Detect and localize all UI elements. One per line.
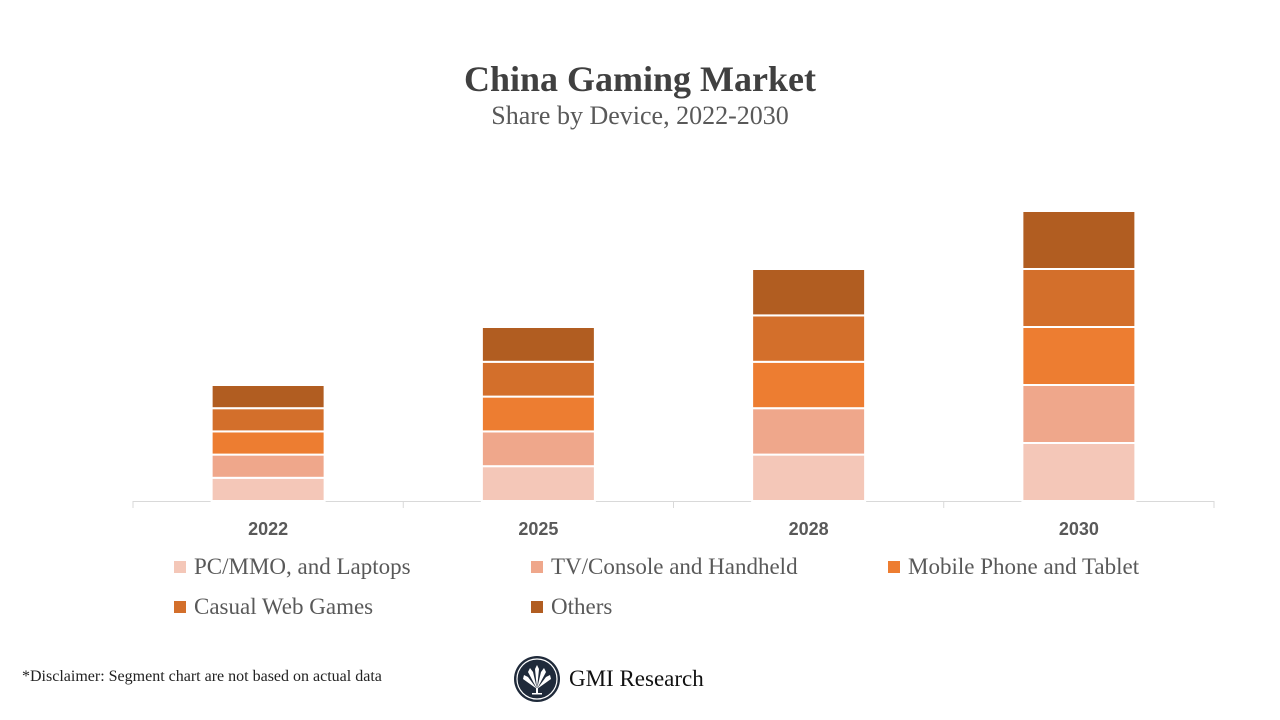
- bar-segment-2025-4: [480, 326, 596, 363]
- bar-segment-2030-2: [1021, 326, 1137, 386]
- legend-label: PC/MMO, and Laptops: [194, 554, 411, 579]
- brand-name: GMI Research: [569, 666, 704, 691]
- bar-segment-2028-4: [751, 268, 867, 317]
- bar-segment-2025-0: [480, 465, 596, 503]
- legend-swatch: [888, 561, 900, 573]
- gmi-leaf-logo-icon: [514, 656, 560, 702]
- bar-segment-2025-1: [480, 430, 596, 468]
- legend-item: Casual Web Games: [174, 594, 373, 620]
- bar-segment-2028-3: [751, 314, 867, 363]
- bar-segment-2022-4: [210, 384, 326, 410]
- legend-label: Others: [551, 594, 613, 619]
- bar-segment-2022-3: [210, 407, 326, 433]
- bar-segment-2025-3: [480, 360, 596, 398]
- bar-segment-2028-1: [751, 407, 867, 456]
- legend-item: Others: [531, 594, 612, 620]
- x-tick-label: 2030: [1059, 519, 1099, 539]
- bar-segment-2025-2: [480, 395, 596, 433]
- legend-item: Mobile Phone and Tablet: [888, 554, 1139, 580]
- bar-segment-2022-1: [210, 453, 326, 479]
- bar-segment-2022-0: [210, 476, 326, 502]
- bar-segment-2030-4: [1021, 210, 1137, 270]
- legend-label: Casual Web Games: [194, 594, 374, 619]
- disclaimer: *Disclaimer: Segment chart are not based…: [22, 668, 382, 685]
- legend-label: TV/Console and Handheld: [551, 554, 798, 579]
- chart-subtitle: Share by Device, 2022-2030: [491, 101, 789, 130]
- legend-item: PC/MMO, and Laptops: [174, 554, 411, 580]
- legend-swatch: [531, 601, 543, 613]
- legend-swatch: [531, 561, 543, 573]
- legend-swatch: [174, 561, 186, 573]
- x-tick-label: 2022: [248, 519, 288, 539]
- bar-segment-2028-2: [751, 360, 867, 410]
- bar-segment-2030-3: [1021, 268, 1137, 328]
- legend-label: Mobile Phone and Tablet: [908, 554, 1140, 579]
- legend-item: TV/Console and Handheld: [531, 554, 798, 580]
- x-tick-label: 2025: [518, 519, 558, 539]
- bar-segment-2030-0: [1021, 442, 1137, 502]
- bar-segment-2028-0: [751, 453, 867, 503]
- bar-segment-2022-2: [210, 430, 326, 456]
- brand-logo: GMI Research: [513, 655, 704, 703]
- x-tick-label: 2028: [789, 519, 829, 539]
- legend-swatch: [174, 601, 186, 613]
- bar-segment-2030-1: [1021, 384, 1137, 444]
- chart-title: China Gaming Market: [463, 59, 816, 99]
